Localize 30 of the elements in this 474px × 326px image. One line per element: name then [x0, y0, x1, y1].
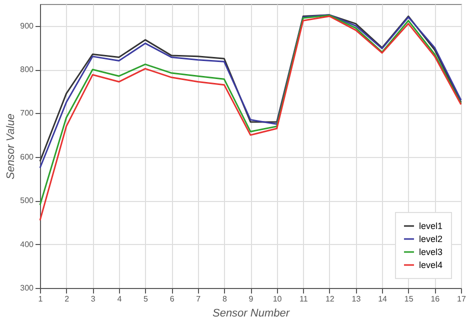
x-tick-label: 3 [90, 294, 96, 304]
y-tick-label: 300 [20, 284, 34, 292]
y-axis-title: Sensor Value [5, 114, 18, 180]
x-tick-label: 1 [38, 294, 44, 304]
y-tick-label: 900 [20, 21, 34, 30]
x-tick-label: 4 [117, 294, 122, 304]
y-tick-label: 600 [20, 152, 34, 162]
x-tick-label: 9 [248, 294, 254, 304]
x-axis-title: Sensor Number [212, 308, 291, 320]
x-tick-label: 12 [325, 294, 335, 304]
x-tick-label: 5 [144, 294, 149, 304]
y-tick-label: 700 [20, 108, 34, 118]
x-tick-label: 15 [404, 294, 414, 304]
legend-label: level1 [419, 221, 443, 231]
x-tick-label: 14 [378, 294, 388, 304]
x-tick-label: 17 [457, 294, 466, 304]
x-tick-label: 11 [299, 294, 308, 304]
legend-label: level3 [419, 247, 443, 257]
x-tick-label: 13 [352, 294, 362, 304]
x-tick-label: 6 [170, 294, 175, 304]
y-tick-label: 500 [20, 196, 34, 206]
x-tick-label: 8 [222, 294, 228, 304]
y-tick-label: 400 [20, 240, 34, 249]
x-tick-label: 2 [64, 294, 70, 304]
y-tick-label: 800 [20, 65, 34, 74]
x-tick-label: 7 [196, 294, 202, 304]
legend-label: level2 [419, 234, 443, 244]
x-tick-label: 10 [272, 294, 282, 304]
legend-label: level4 [419, 260, 443, 270]
x-tick-label: 16 [430, 294, 440, 304]
